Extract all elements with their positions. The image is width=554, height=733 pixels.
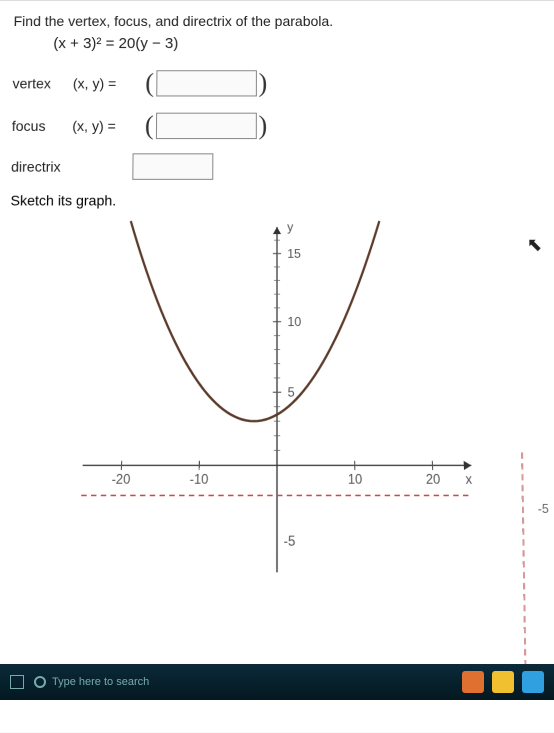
directrix-input[interactable] [132, 153, 213, 180]
svg-text:-20: -20 [111, 471, 131, 487]
paren-open: ( [145, 111, 154, 141]
search-icon [34, 676, 46, 688]
svg-text:-5: -5 [284, 533, 296, 550]
start-icon[interactable] [10, 675, 24, 689]
taskbar-search[interactable]: Type here to search [34, 676, 149, 688]
focus-row: focus (x, y) = ( ) [12, 111, 543, 141]
vertex-label: vertex [12, 75, 73, 91]
windows-taskbar[interactable]: Type here to search [0, 664, 554, 700]
chart-container: -20 -10 10 20 5 10 15 x y -5 [0, 217, 554, 585]
sketch-label: Sketch its graph. [10, 192, 543, 208]
cursor-icon: ⬉ [527, 234, 543, 256]
app-icon-2[interactable] [492, 671, 514, 693]
vertex-row: vertex (x, y) = ( ) [12, 68, 541, 98]
vertex-var: (x, y) = [73, 75, 144, 91]
taskbar-apps [462, 671, 554, 693]
paren-open: ( [145, 68, 154, 98]
worksheet-page: Find the vertex, focus, and directrix of… [0, 0, 554, 733]
svg-text:15: 15 [287, 246, 301, 261]
vertex-input[interactable] [156, 70, 257, 96]
svg-text:20: 20 [425, 471, 440, 487]
paren-close: ) [259, 68, 268, 98]
paren-close: ) [259, 111, 268, 141]
adjacent-chart-label: -5 [538, 501, 549, 516]
prompt-text: Find the vertex, focus, and directrix of… [14, 13, 541, 29]
svg-text:10: 10 [348, 471, 363, 487]
directrix-row: directrix [11, 153, 543, 180]
adjacent-chart-fragment [521, 452, 554, 688]
svg-text:-10: -10 [189, 471, 208, 487]
equation: (x + 3)² = 20(y − 3) [53, 35, 541, 52]
focus-input[interactable] [156, 113, 257, 139]
search-placeholder: Type here to search [52, 676, 149, 688]
svg-text:10: 10 [287, 314, 301, 329]
focus-var: (x, y) = [72, 118, 143, 134]
svg-text:x: x [465, 471, 472, 487]
svg-text:y: y [287, 220, 293, 234]
svg-text:5: 5 [288, 384, 296, 400]
focus-label: focus [12, 118, 73, 134]
app-icon-3[interactable] [522, 671, 544, 693]
app-icon-1[interactable] [462, 671, 484, 693]
directrix-label: directrix [11, 158, 72, 174]
parabola-chart: -20 -10 10 20 5 10 15 x y -5 [66, 217, 488, 585]
